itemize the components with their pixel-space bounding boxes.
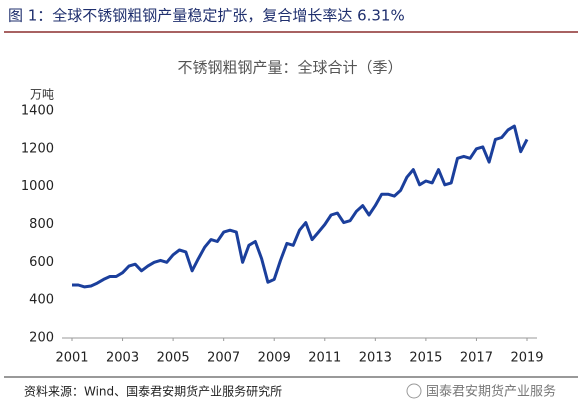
y-tick-label: 1000 (21, 179, 54, 194)
x-tick-label: 2001 (55, 351, 88, 366)
y-tick-label: 400 (29, 293, 54, 308)
x-tick-label: 2015 (409, 351, 442, 366)
x-tick-label: 2011 (308, 351, 341, 366)
watermark-icon (406, 383, 422, 399)
x-tick-label: 2013 (359, 351, 392, 366)
x-tick-label: 2003 (106, 351, 139, 366)
watermark: 国泰君安期货产业服务 (426, 384, 556, 400)
y-tick-label: 1200 (21, 141, 54, 156)
data-line (72, 124, 529, 289)
y-tick-label: 800 (29, 217, 54, 232)
x-tick-label: 2005 (157, 351, 190, 366)
x-tick-label: 2009 (258, 351, 291, 366)
y-tick-label: 200 (29, 331, 54, 346)
y-unit: 万吨 (30, 88, 54, 102)
y-tick-label: 600 (29, 255, 54, 270)
x-tick-label: 2019 (510, 351, 543, 366)
x-tick-label: 2007 (207, 351, 240, 366)
chart-title: 不锈钢粗钢产量：全球合计（季） (177, 59, 402, 77)
figure-caption: 图 1：全球不锈钢粗钢产量稳定扩张，复合增长率达 6.31% (8, 7, 405, 25)
y-tick-label: 1400 (21, 104, 54, 119)
source-note: 资料来源：Wind、国泰君安期货产业服务研究所 (24, 384, 282, 399)
x-tick-label: 2017 (460, 351, 493, 366)
